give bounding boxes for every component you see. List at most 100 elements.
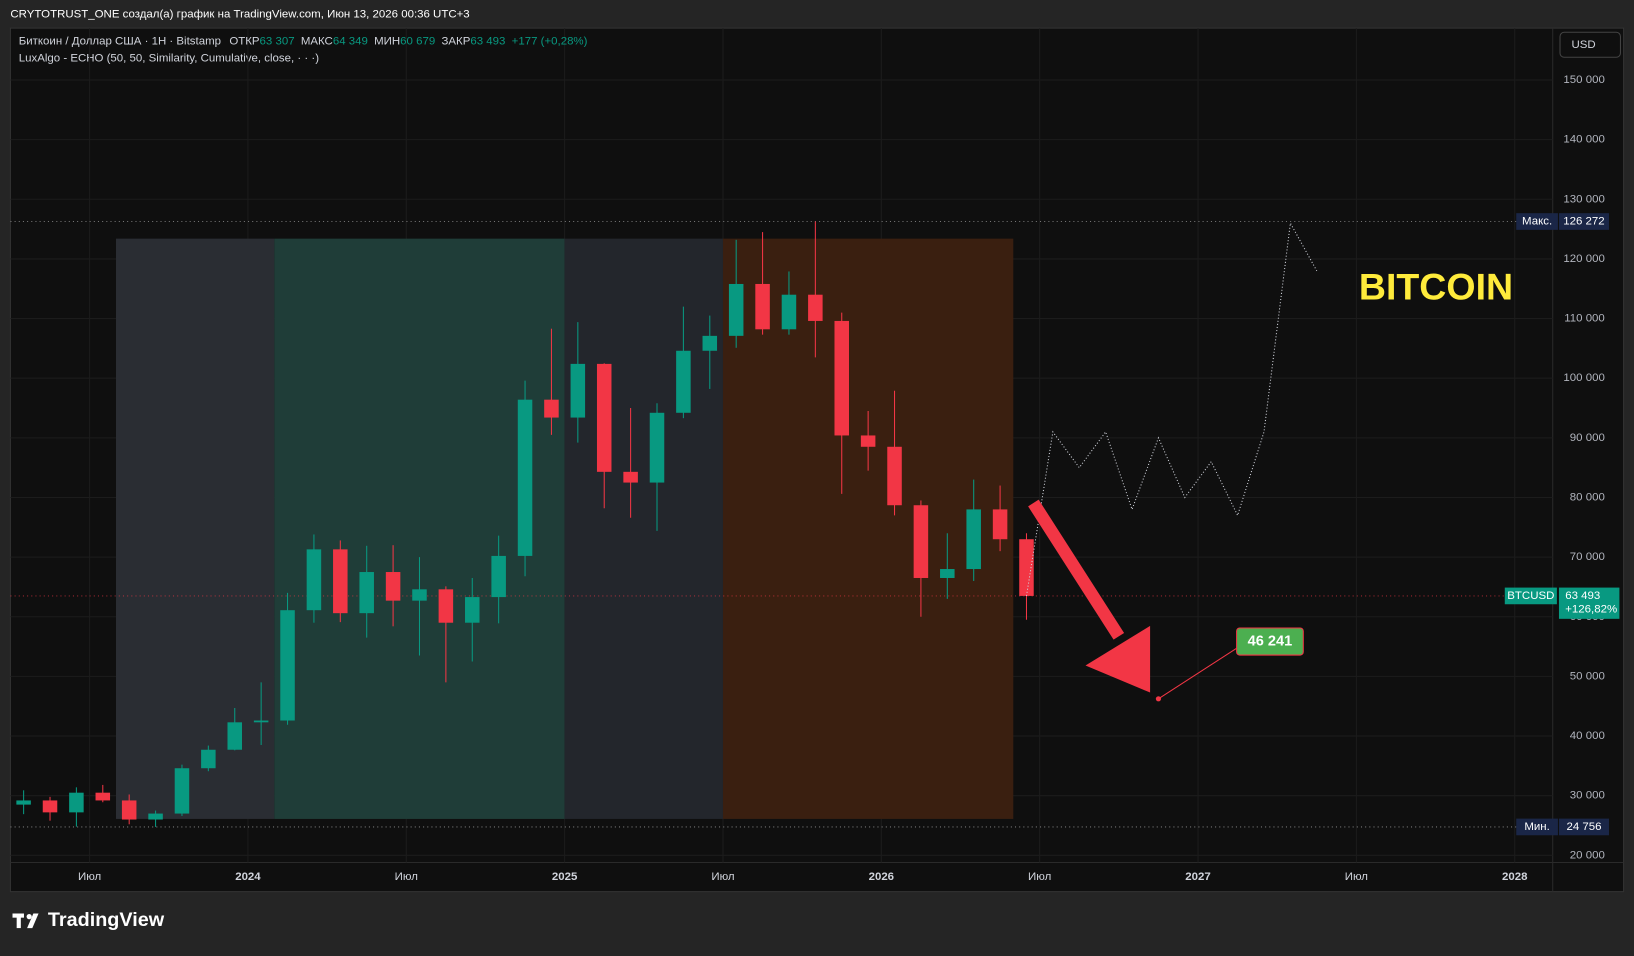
candle-body <box>333 549 348 614</box>
y-tick-label: 50 000 <box>1570 670 1605 682</box>
ohlc-label: МАКС <box>301 36 333 48</box>
candle-body <box>148 813 163 820</box>
target-point <box>1155 696 1162 702</box>
last-change: +126,82% <box>1565 603 1617 615</box>
last-value: 63 493 <box>1565 590 1600 602</box>
x-tick-label: Июл <box>1345 871 1368 883</box>
candle-body <box>121 800 137 820</box>
max-label-box <box>1516 213 1558 230</box>
candle-body <box>42 800 58 813</box>
target-connector <box>1158 641 1248 700</box>
candle-body <box>95 792 111 801</box>
candle-body <box>676 350 691 413</box>
candle-body <box>517 399 533 556</box>
candle-body <box>227 722 243 750</box>
min-value-box <box>1558 818 1609 836</box>
ohlc-label: ОТКР <box>229 36 260 48</box>
y-tick-label: 150 000 <box>1563 74 1604 86</box>
arrow-shaft <box>1028 499 1125 640</box>
usd-button[interactable] <box>1559 31 1621 58</box>
candle-body <box>570 363 586 418</box>
candle-body <box>1019 539 1034 596</box>
y-tick-label: 110 000 <box>1564 313 1605 325</box>
usd-label: USD <box>1571 39 1595 51</box>
ohlc-value: 63 307 <box>260 36 295 48</box>
x-tick-label: 2025 <box>552 871 578 883</box>
candle-body <box>649 412 665 483</box>
candle-body <box>438 589 454 623</box>
candle-body <box>623 471 638 483</box>
target-box <box>1236 627 1304 656</box>
x-tick-label: Июл <box>1028 871 1051 883</box>
max-label: Макс. <box>1522 216 1552 228</box>
candle-body <box>808 294 823 321</box>
candle-body <box>201 749 216 769</box>
x-tick-label: 2027 <box>1185 871 1210 883</box>
candle-body <box>966 509 981 570</box>
y-tick-label: 140 000 <box>1563 134 1604 146</box>
ohlc-value: 60 679 <box>400 36 435 48</box>
candle-body <box>491 555 506 598</box>
y-tick-label: 20 000 <box>1570 849 1605 861</box>
min-label-box <box>1516 818 1558 836</box>
x-tick-label: Июл <box>395 871 418 883</box>
ohlc-value: 64 349 <box>333 36 368 48</box>
logo <box>12 913 39 929</box>
attribution: CRYTOTRUST_ONE создал(а) график на Tradi… <box>10 9 469 21</box>
zone <box>274 238 565 819</box>
y-tick-label: 70 000 <box>1570 551 1605 563</box>
x-tick-label: Июл <box>78 871 101 883</box>
candle-body <box>359 572 374 614</box>
zone <box>722 238 1014 819</box>
min-label: Мин. <box>1524 821 1549 833</box>
candle-body <box>992 509 1008 540</box>
max-value: 126 272 <box>1563 216 1604 228</box>
projection-line <box>1025 221 1318 597</box>
candle-body <box>913 505 929 578</box>
candle-body <box>781 294 797 330</box>
candle-body <box>174 768 190 814</box>
x-tick-label: 2028 <box>1502 871 1528 883</box>
max-value-box <box>1558 213 1609 230</box>
candle-body <box>69 792 84 813</box>
x-tick-label: Июл <box>711 871 734 883</box>
candle-body <box>465 597 480 623</box>
y-tick-label: 30 000 <box>1570 790 1605 802</box>
y-tick-label: 90 000 <box>1570 432 1605 444</box>
min-value: 24 756 <box>1566 821 1601 833</box>
last-name-box <box>1504 587 1557 605</box>
candle-body <box>860 435 876 447</box>
candle-body <box>306 549 322 611</box>
candle-body <box>280 610 295 721</box>
candle-body <box>834 320 849 436</box>
y-tick-label: 130 000 <box>1563 193 1604 205</box>
candle-body <box>544 399 559 418</box>
candle-body <box>728 283 744 336</box>
y-tick-label: 40 000 <box>1570 730 1605 742</box>
ohlc-label: МИН <box>374 36 400 48</box>
ohlc-change: +177 (+0,28%) <box>512 36 588 48</box>
x-tick-label: 2024 <box>235 871 261 883</box>
symbol-title: Биткоин / Доллар США · 1Н · Bitstamp <box>19 36 221 48</box>
indicator-legend: LuxAlgo - ECHO (50, 50, Similarity, Cumu… <box>19 52 319 64</box>
candle-body <box>755 283 770 330</box>
candle-body <box>702 335 718 351</box>
candle-body <box>940 569 955 578</box>
candle-body <box>412 589 427 601</box>
last-value-box <box>1558 587 1620 619</box>
x-tick-label: 2026 <box>869 871 894 883</box>
candle-body <box>253 720 269 723</box>
ohlc-value: 63 493 <box>470 36 505 48</box>
y-tick-label: 100 000 <box>1563 372 1604 384</box>
brand: TradingView <box>48 909 165 931</box>
zone <box>115 238 275 819</box>
candle-body <box>596 363 612 472</box>
symbol-legend: Биткоин / Доллар США · 1Н · Bitstamp ОТКР… <box>19 36 588 48</box>
candle-body <box>887 446 902 506</box>
zone <box>564 238 723 819</box>
arrow-head <box>1085 625 1151 693</box>
last-name: BTCUSD <box>1507 590 1554 602</box>
candle-body <box>16 800 31 805</box>
